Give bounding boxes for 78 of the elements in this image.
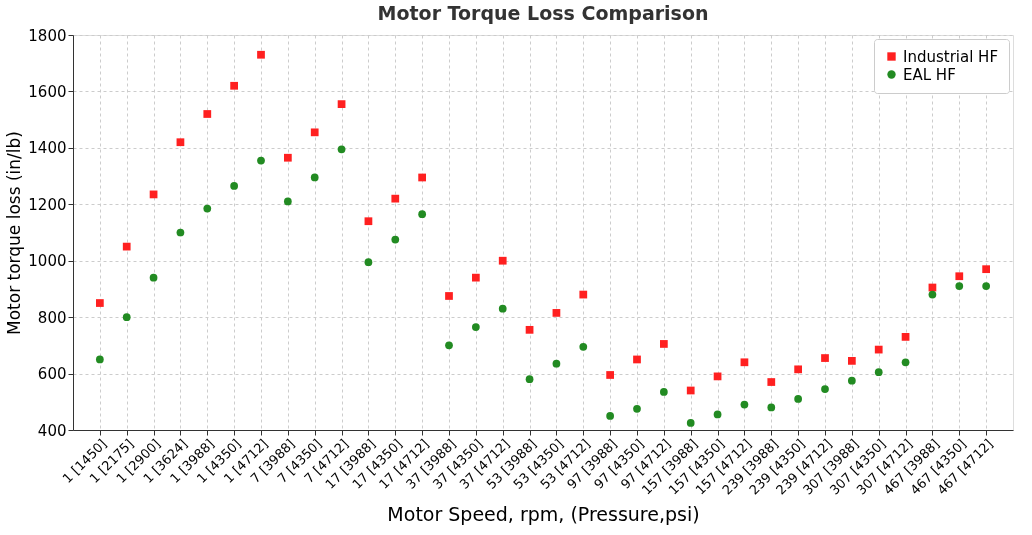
chart-title: Motor Torque Loss Comparison [377, 2, 709, 24]
point [552, 359, 561, 368]
point [955, 272, 964, 281]
point [230, 81, 239, 90]
y-axis-title: Motor torque loss (in/lb) [4, 131, 25, 335]
point [579, 342, 588, 351]
point [283, 153, 292, 162]
point [364, 217, 373, 226]
y-tick-label: 1200 [28, 195, 67, 214]
y-tick-label: 1000 [28, 252, 67, 271]
point [337, 100, 346, 108]
x-axis-title: Motor Speed, rpm, (Pressure,psi) [387, 502, 700, 525]
point [821, 354, 829, 362]
legend-label: Industrial HF [903, 47, 999, 66]
point [686, 419, 695, 427]
point [901, 358, 910, 367]
point [391, 235, 400, 244]
y-tick-label: 1400 [28, 139, 67, 158]
point [606, 371, 615, 379]
point [633, 355, 641, 364]
point [471, 323, 480, 331]
point [283, 197, 292, 206]
point [982, 282, 991, 290]
point [257, 156, 265, 165]
point [445, 292, 453, 300]
point [445, 341, 453, 350]
point [418, 173, 427, 182]
y-tick-label: 1600 [28, 82, 67, 101]
point [310, 128, 319, 137]
point [767, 378, 776, 386]
point [418, 210, 427, 219]
y-tick-label: 400 [37, 421, 67, 440]
point [525, 375, 534, 384]
point [821, 385, 829, 393]
point [847, 357, 856, 365]
point [633, 404, 641, 413]
point [471, 273, 480, 282]
point [122, 313, 131, 322]
point [847, 376, 856, 385]
point [740, 358, 749, 367]
point [686, 386, 695, 395]
point [713, 410, 722, 419]
point [95, 355, 104, 364]
y-tick-label: 600 [37, 365, 67, 384]
point [794, 365, 803, 374]
point [257, 50, 265, 59]
point [337, 145, 346, 154]
point [310, 173, 319, 182]
point [391, 194, 400, 203]
point [901, 333, 910, 341]
point [955, 282, 964, 290]
point [203, 204, 212, 213]
point [176, 138, 185, 147]
point [767, 403, 776, 412]
point [149, 273, 158, 282]
point [498, 256, 507, 265]
point [874, 368, 883, 377]
y-tick-label: 1800 [28, 26, 67, 45]
point [525, 325, 534, 334]
point [95, 299, 104, 307]
point [176, 228, 185, 237]
point [203, 110, 212, 118]
point [928, 290, 937, 299]
point [552, 309, 561, 317]
point [659, 340, 668, 348]
point [659, 388, 668, 396]
point [874, 345, 883, 354]
point [230, 182, 239, 190]
point [982, 265, 991, 274]
point [740, 400, 749, 409]
point [122, 242, 131, 251]
point [794, 395, 803, 403]
y-tick-label: 800 [37, 308, 67, 327]
legend-label: EAL HF [903, 65, 956, 84]
point [579, 290, 588, 299]
point [498, 304, 507, 313]
point [364, 258, 373, 266]
point [606, 412, 615, 420]
